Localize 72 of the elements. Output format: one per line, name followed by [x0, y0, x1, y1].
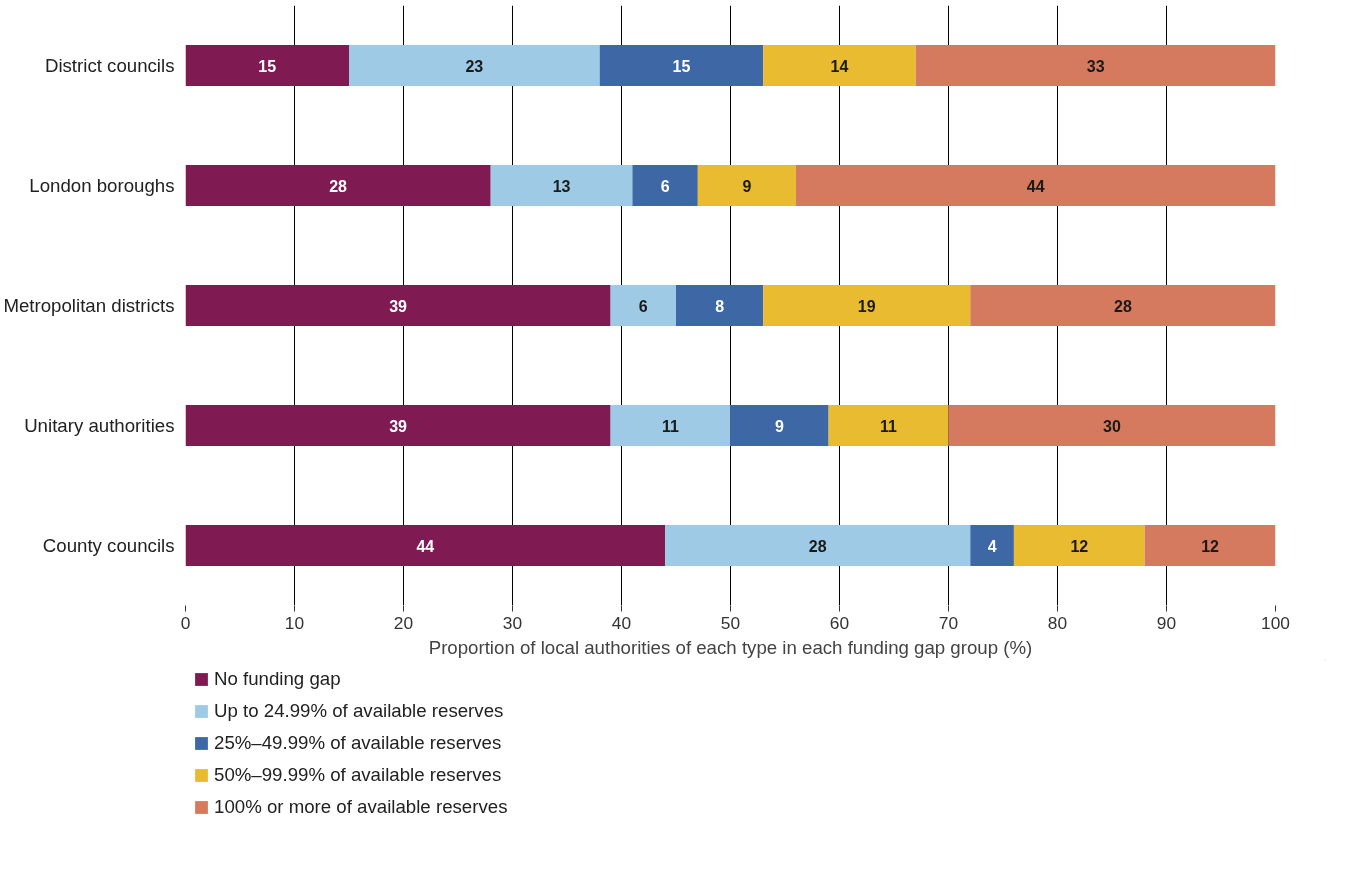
y-tick-label: District councils: [44, 55, 175, 76]
data-label: 15: [258, 57, 277, 75]
bar: [610, 405, 731, 446]
data-label: 14: [830, 57, 849, 75]
bar: [610, 285, 676, 326]
data-label: 15: [672, 57, 691, 75]
bar: [730, 405, 829, 446]
data-label: 12: [1070, 537, 1089, 555]
bar: [763, 45, 916, 86]
data-label: 23: [465, 57, 484, 75]
data-label: 13: [552, 177, 571, 195]
x-tick-label: 60: [829, 612, 850, 633]
legend-label: Up to 24.99% of available reserves: [214, 700, 504, 722]
legend-label: 50%–99.99% of available reserves: [214, 764, 502, 786]
data-label: 11: [662, 417, 680, 435]
bar: [185, 165, 491, 206]
legend-label: 25%–49.99% of available reserves: [214, 732, 502, 754]
data-label: 39: [389, 297, 408, 315]
data-label: 44: [416, 537, 435, 555]
bar: [665, 525, 971, 566]
y-tick-label: London boroughs: [29, 175, 175, 196]
data-label: 12: [1201, 537, 1220, 555]
data-label: 39: [389, 417, 408, 435]
bar: [1013, 525, 1145, 566]
x-tick-label: 10: [284, 612, 305, 633]
data-label: 9: [775, 417, 785, 435]
data-label: 4: [987, 537, 997, 555]
x-tick-label: 80: [1047, 612, 1068, 633]
bar: [185, 45, 349, 86]
bar: [185, 525, 666, 566]
data-label: 33: [1086, 57, 1105, 75]
data-label: 28: [329, 177, 348, 195]
x-axis-title: Proportion of local authorities of each type in each funding gap group (%): [428, 636, 1033, 658]
y-tick-label: Metropolitan districts: [3, 295, 175, 316]
y-tick-label: County councils: [42, 535, 175, 556]
data-label: 28: [1114, 297, 1132, 315]
data-label: 6: [638, 297, 648, 315]
bar: [795, 165, 1276, 206]
bar: [1144, 525, 1276, 566]
data-label: 8: [715, 297, 725, 315]
data-label: 11: [880, 417, 898, 435]
x-tick-label: 0: [180, 612, 191, 633]
bar: [490, 165, 633, 206]
bar: [599, 45, 764, 86]
bar: [185, 405, 611, 446]
bar: [915, 45, 1276, 86]
y-tick-label: Unitary authorities: [24, 415, 175, 436]
data-label: 44: [1026, 177, 1045, 195]
bar: [970, 285, 1276, 326]
x-tick-label: 70: [938, 612, 959, 633]
data-label: 9: [742, 177, 752, 195]
x-tick-label: 40: [611, 612, 632, 633]
bar: [970, 525, 1014, 566]
bar: [349, 45, 600, 86]
data-label: 19: [857, 297, 876, 315]
x-tick-label: 30: [502, 612, 523, 633]
data-label: 6: [660, 177, 670, 195]
bar: [763, 285, 971, 326]
x-tick-label: 100: [1261, 612, 1290, 633]
bar: [185, 285, 611, 326]
data-label: 28: [808, 537, 827, 555]
x-tick-label: 90: [1156, 612, 1177, 633]
bar: [697, 165, 796, 206]
legend-label: 100% or more of available reserves: [214, 796, 508, 818]
x-tick-label: 50: [720, 612, 741, 633]
bar: [632, 165, 698, 206]
legend-label: No funding gap: [214, 668, 341, 690]
data-label: 30: [1103, 417, 1121, 435]
bar: [828, 405, 949, 446]
x-tick-label: 20: [393, 612, 414, 633]
bar: [948, 405, 1276, 446]
bar: [676, 285, 764, 326]
